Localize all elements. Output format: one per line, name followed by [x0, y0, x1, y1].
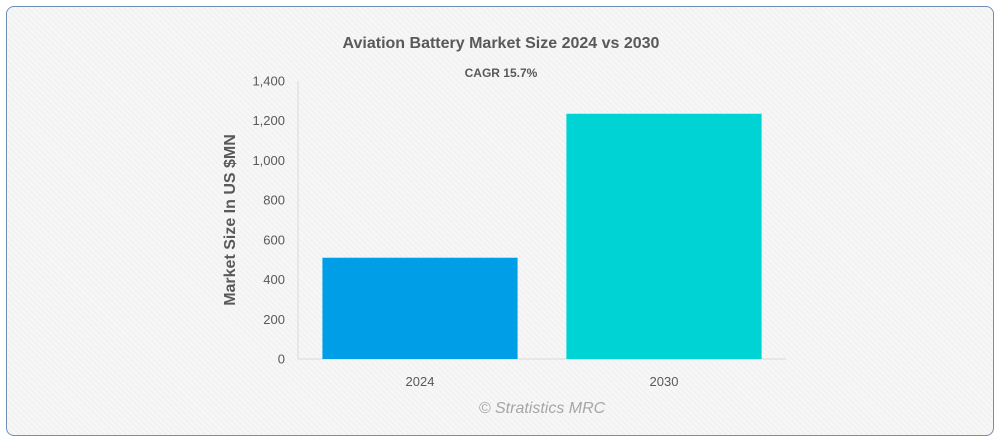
chart-frame [6, 6, 994, 436]
y-tick-label: 1,400 [252, 74, 285, 89]
watermark-text: © Stratistics MRC [479, 400, 606, 417]
bar-2030 [566, 113, 762, 359]
chart-title: Aviation Battery Market Size 2024 vs 203… [343, 35, 660, 52]
y-tick-label: 400 [263, 272, 285, 287]
y-tick-label: 1,200 [252, 113, 285, 128]
y-tick-label: 1,000 [252, 153, 285, 168]
y-axis-label: Market Size In US $MN [222, 134, 239, 306]
bars [322, 113, 762, 359]
x-tick-labels: 2024 2030 [406, 374, 679, 389]
y-tick-label: 0 [278, 352, 285, 367]
chart-subtitle: CAGR 15.7% [465, 66, 538, 80]
y-tick-label: 800 [263, 193, 285, 208]
bar-2024 [322, 257, 518, 359]
x-tick-label: 2030 [650, 374, 679, 389]
y-tick-label: 200 [263, 312, 285, 327]
y-tick-labels: 0 200 400 600 800 1,000 1,200 1,400 [252, 74, 285, 367]
y-tick-label: 600 [263, 232, 285, 247]
x-tick-label: 2024 [406, 374, 435, 389]
